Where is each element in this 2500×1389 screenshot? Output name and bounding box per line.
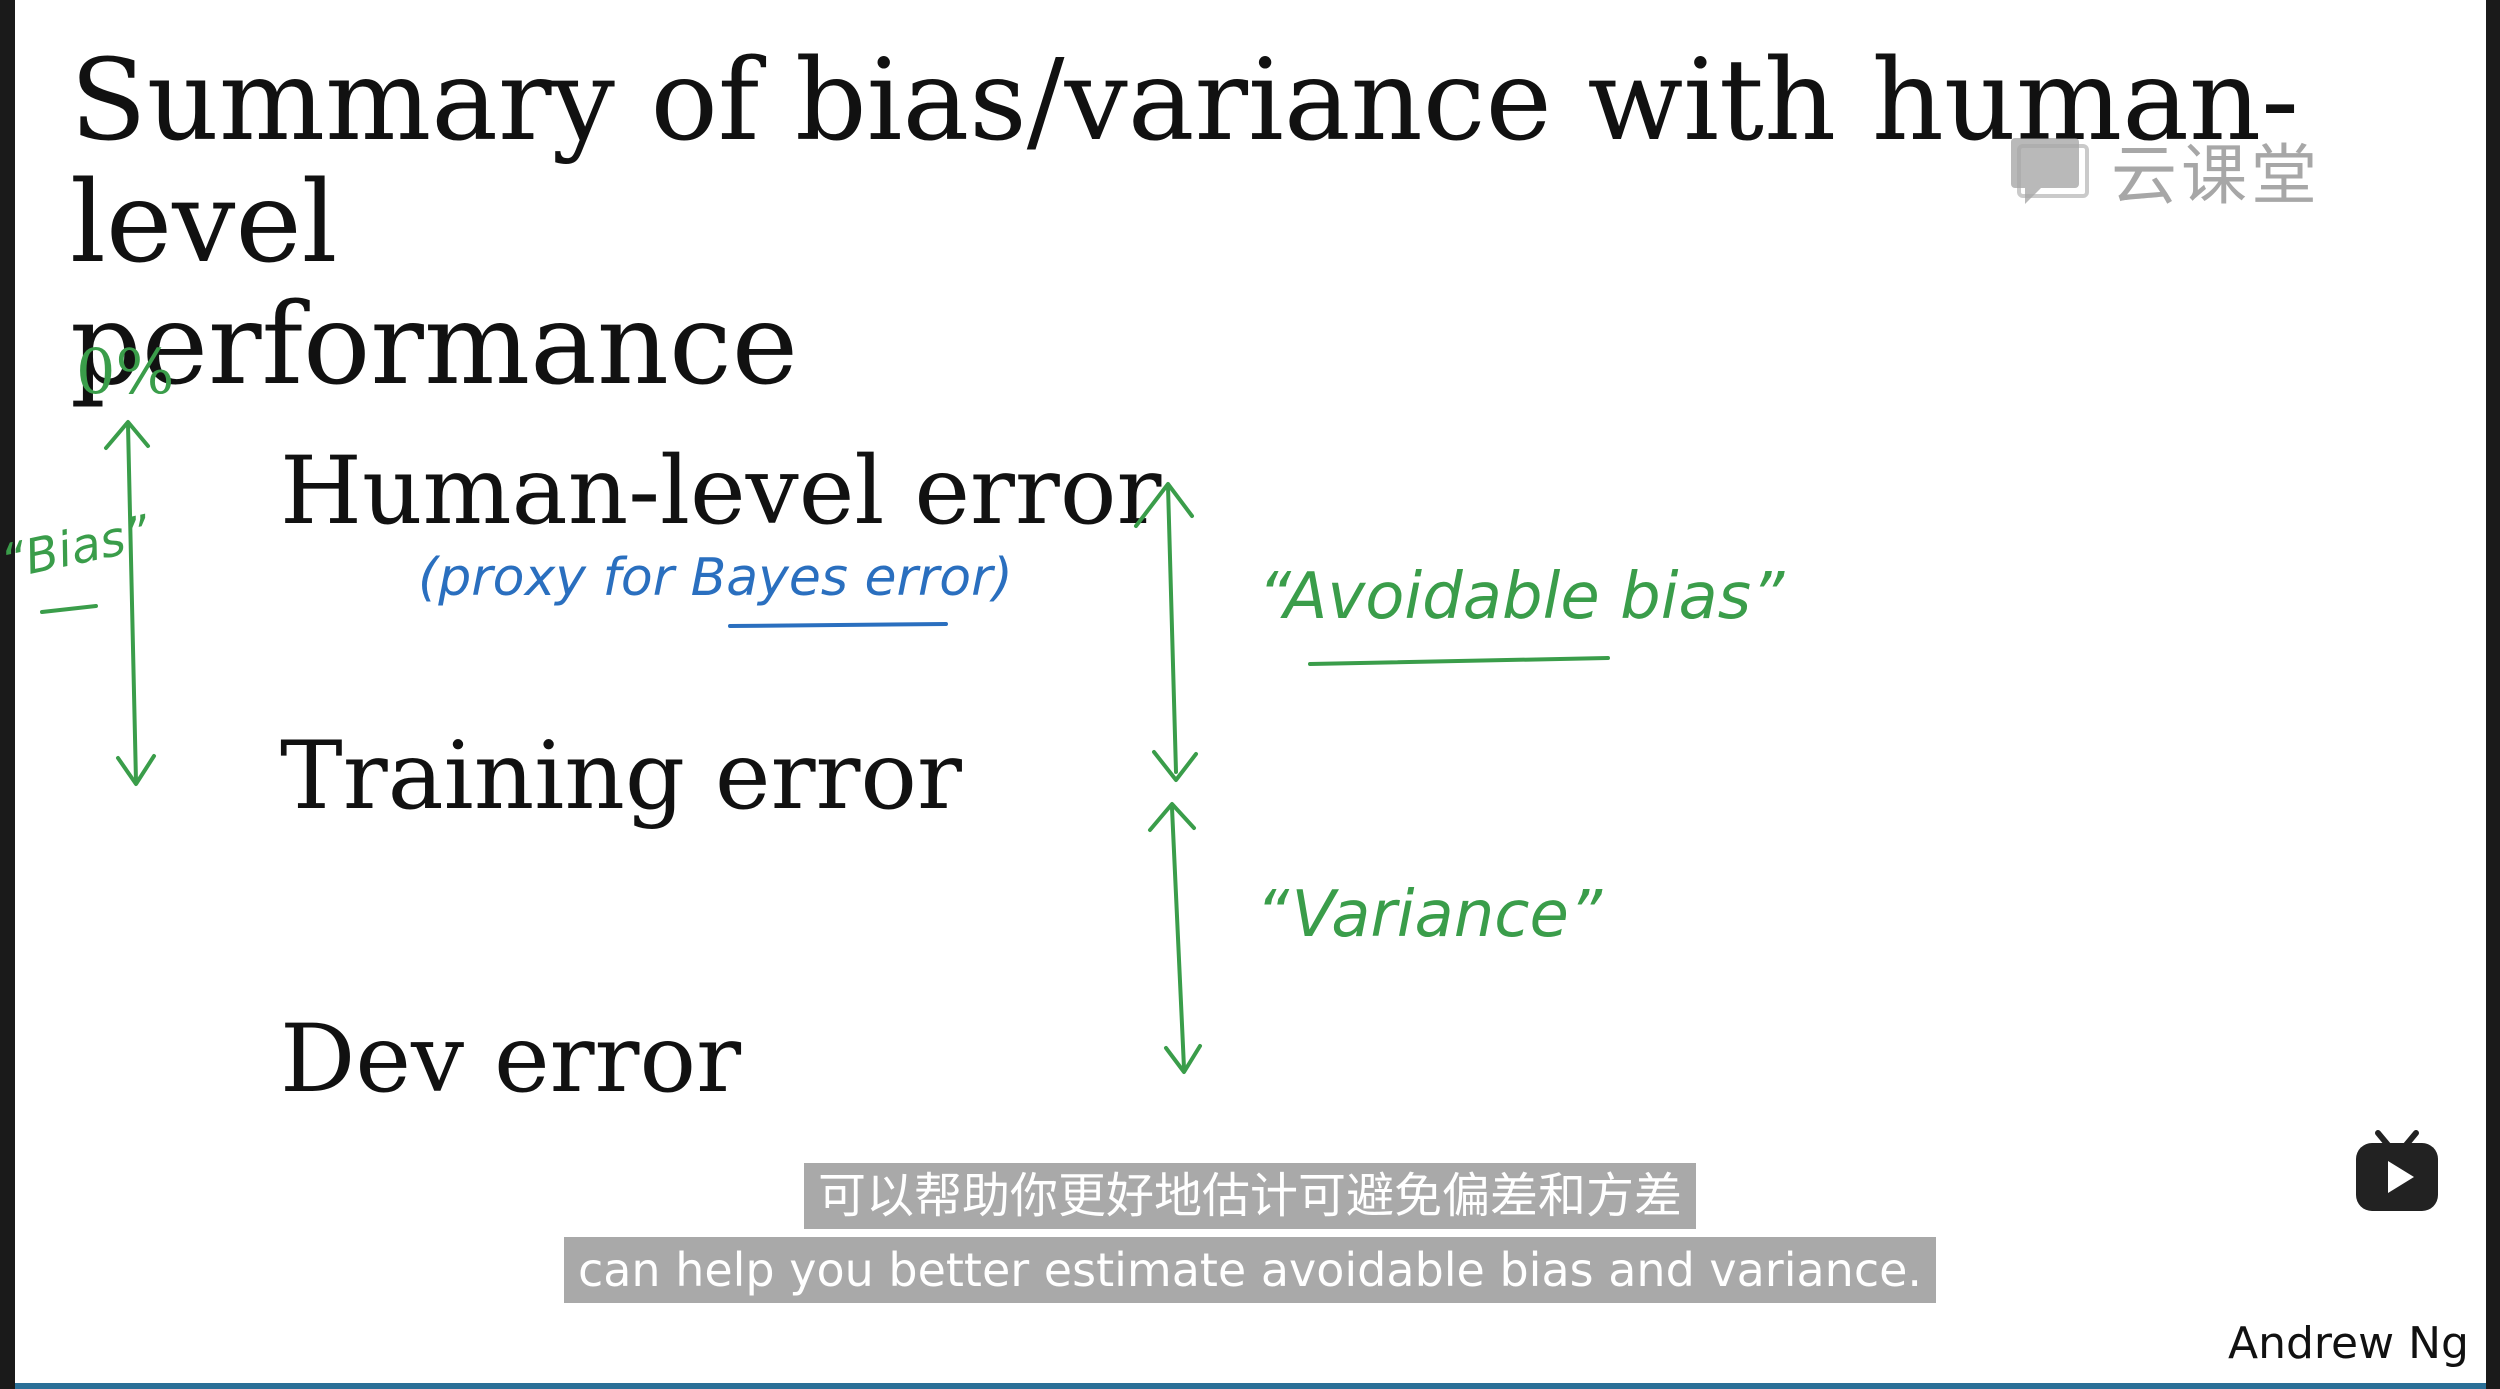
bayes-error-underline bbox=[728, 622, 948, 628]
avoidable-bias-note: “Avoidable bias” bbox=[1258, 560, 1785, 634]
bias-arrow-head-down bbox=[116, 754, 156, 786]
proxy-bayes-note: (proxy for Bayes error) bbox=[418, 548, 1013, 608]
avoidable-bias-arrow-head-down bbox=[1152, 750, 1198, 782]
bias-arrow-head-up bbox=[104, 420, 150, 450]
bias-arrow-shaft bbox=[126, 423, 138, 784]
video-frame-right-edge bbox=[2486, 0, 2500, 1389]
subtitle-chinese-text: 可以帮助你更好地估计可避免偏差和方差 bbox=[803, 1163, 1696, 1229]
subtitle-english: can help you better estimate avoidable b… bbox=[0, 1237, 2500, 1303]
variance-note: “Variance” bbox=[1256, 878, 1602, 952]
avoidable-bias-arrow-head-up bbox=[1134, 482, 1194, 528]
video-progress-bar[interactable] bbox=[15, 1383, 2486, 1389]
subtitle-chinese: 可以帮助你更好地估计可避免偏差和方差 bbox=[0, 1163, 2500, 1229]
video-frame-left-edge bbox=[0, 0, 15, 1389]
author-credit: Andrew Ng bbox=[2228, 1318, 2469, 1369]
watermark: 云课堂 bbox=[2005, 122, 2321, 218]
training-error-label: Training error bbox=[280, 722, 962, 831]
human-level-error-label: Human-level error bbox=[280, 437, 1162, 546]
slide-title-line-1: Summary of bias/variance with human-leve… bbox=[70, 36, 2300, 288]
watermark-text: 云课堂 bbox=[2111, 137, 2321, 214]
slide-title-line-2: performance bbox=[70, 280, 799, 410]
bias-underline bbox=[40, 604, 98, 614]
dev-error-label: Dev error bbox=[280, 1005, 742, 1114]
avoidable-bias-underline bbox=[1308, 656, 1610, 666]
variance-arrow-head-down bbox=[1164, 1044, 1202, 1074]
chat-bubble-icon bbox=[2011, 138, 2089, 204]
tv-play-icon[interactable] bbox=[2352, 1127, 2442, 1221]
slide-title: Summary of bias/variance with human-leve… bbox=[70, 40, 2450, 406]
zero-percent-note: 0% bbox=[76, 335, 175, 408]
variance-arrow-head-up bbox=[1148, 802, 1196, 832]
variance-arrow-shaft bbox=[1170, 806, 1186, 1070]
avoidable-bias-arrow-shaft bbox=[1166, 484, 1178, 774]
subtitle-english-text: can help you better estimate avoidable b… bbox=[563, 1237, 1937, 1303]
